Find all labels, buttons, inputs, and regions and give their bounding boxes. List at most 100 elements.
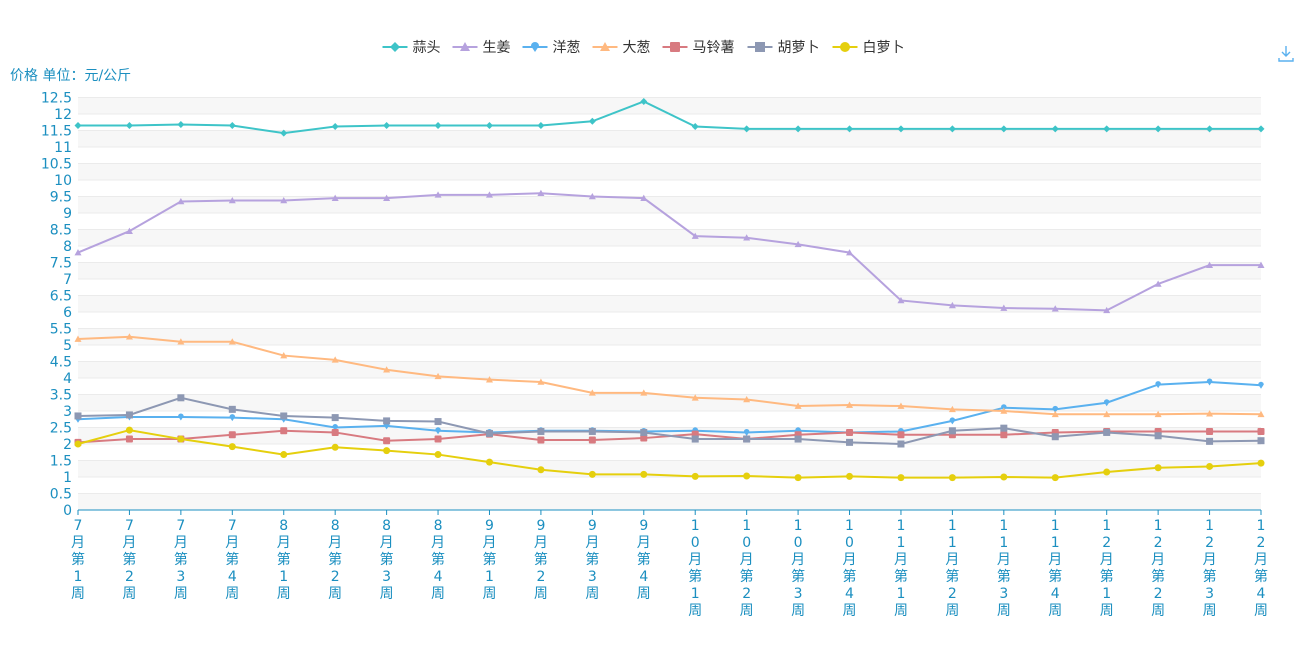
data-point[interactable] [1257, 437, 1265, 445]
data-point[interactable] [743, 435, 751, 443]
data-point[interactable] [537, 122, 545, 130]
data-point[interactable] [1206, 437, 1214, 445]
data-point[interactable] [435, 427, 441, 435]
data-point[interactable] [1103, 125, 1111, 133]
data-point[interactable] [434, 372, 442, 380]
data-point[interactable] [228, 338, 236, 345]
data-point[interactable] [1257, 125, 1265, 133]
data-point[interactable] [1103, 410, 1111, 418]
data-point[interactable] [948, 405, 956, 413]
data-point[interactable] [743, 125, 751, 133]
data-point[interactable] [280, 352, 288, 359]
data-point[interactable] [1052, 405, 1059, 413]
data-point[interactable] [1000, 424, 1008, 432]
data-point[interactable] [125, 333, 133, 340]
data-point[interactable] [74, 440, 82, 448]
data-point[interactable] [1206, 378, 1213, 386]
data-point[interactable] [588, 193, 596, 200]
data-point[interactable] [846, 428, 854, 436]
data-point[interactable] [948, 301, 956, 309]
data-point[interactable] [178, 413, 184, 421]
data-point[interactable] [1103, 399, 1110, 407]
data-point[interactable] [1103, 428, 1111, 436]
data-point[interactable] [177, 197, 185, 205]
data-point[interactable] [125, 435, 133, 443]
data-point[interactable] [485, 191, 493, 198]
data-point[interactable] [1051, 305, 1059, 312]
data-point[interactable] [1000, 473, 1008, 481]
data-point[interactable] [1000, 304, 1008, 311]
data-point[interactable] [537, 436, 545, 444]
data-point[interactable] [434, 122, 442, 130]
data-point[interactable] [588, 117, 596, 125]
data-point[interactable] [691, 435, 699, 443]
legend-item[interactable]: 大葱 [592, 40, 651, 56]
data-point[interactable] [331, 123, 339, 131]
data-point[interactable] [280, 427, 288, 435]
data-point[interactable] [897, 474, 905, 482]
data-point[interactable] [537, 189, 545, 196]
data-point[interactable] [1154, 125, 1162, 133]
data-point[interactable] [897, 296, 905, 304]
data-point[interactable] [125, 411, 133, 419]
data-point[interactable] [1206, 125, 1214, 133]
data-point[interactable] [280, 196, 288, 204]
data-point[interactable] [74, 122, 82, 130]
data-point[interactable] [1154, 432, 1162, 440]
data-point[interactable] [434, 418, 442, 426]
data-point[interactable] [1258, 381, 1264, 389]
data-point[interactable] [1103, 306, 1111, 314]
data-point[interactable] [846, 125, 854, 133]
data-point[interactable] [691, 472, 699, 480]
data-point[interactable] [588, 470, 596, 478]
data-point[interactable] [331, 414, 339, 422]
data-point[interactable] [948, 474, 956, 482]
legend-item[interactable]: 胡萝卜 [747, 40, 820, 56]
data-point[interactable] [331, 356, 339, 363]
data-point[interactable] [383, 122, 391, 130]
data-point[interactable] [897, 431, 905, 439]
data-point[interactable] [794, 435, 802, 443]
data-point[interactable] [228, 443, 236, 451]
data-point[interactable] [1206, 261, 1214, 268]
data-point[interactable] [228, 122, 236, 130]
data-point[interactable] [897, 125, 905, 133]
data-point[interactable] [1051, 433, 1059, 441]
data-point[interactable] [743, 395, 751, 403]
data-point[interactable] [177, 435, 185, 443]
data-point[interactable] [897, 402, 905, 409]
data-point[interactable] [177, 338, 185, 345]
data-point[interactable] [537, 466, 545, 474]
legend-item[interactable]: 白萝卜 [832, 40, 905, 56]
data-point[interactable] [1051, 474, 1059, 482]
data-point[interactable] [691, 394, 699, 401]
data-point[interactable] [1257, 410, 1265, 418]
data-point[interactable] [640, 97, 648, 105]
data-point[interactable] [537, 427, 545, 435]
data-point[interactable] [434, 191, 442, 198]
data-point[interactable] [1051, 410, 1059, 418]
data-point[interactable] [228, 431, 236, 439]
data-point[interactable] [125, 122, 133, 130]
data-point[interactable] [588, 389, 596, 396]
download-icon[interactable] [1277, 44, 1295, 64]
legend[interactable]: 蒜头 生姜 洋葱 大葱 马铃薯 胡萝卜 白萝卜 [382, 40, 905, 56]
data-point[interactable] [897, 440, 905, 448]
data-point[interactable] [383, 417, 391, 425]
data-point[interactable] [177, 121, 185, 129]
data-point[interactable] [948, 125, 956, 133]
legend-item[interactable]: 马铃薯 [662, 40, 735, 56]
data-point[interactable] [383, 366, 391, 373]
data-point[interactable] [640, 389, 648, 396]
data-point[interactable] [74, 249, 82, 256]
data-point[interactable] [640, 194, 648, 201]
data-point[interactable] [743, 428, 750, 436]
data-point[interactable] [1051, 125, 1059, 133]
data-point[interactable] [1206, 462, 1214, 470]
data-point[interactable] [485, 429, 493, 437]
data-point[interactable] [743, 472, 751, 480]
data-point[interactable] [846, 438, 854, 446]
data-point[interactable] [948, 427, 956, 435]
data-point[interactable] [1000, 431, 1008, 439]
data-point[interactable] [795, 427, 801, 435]
